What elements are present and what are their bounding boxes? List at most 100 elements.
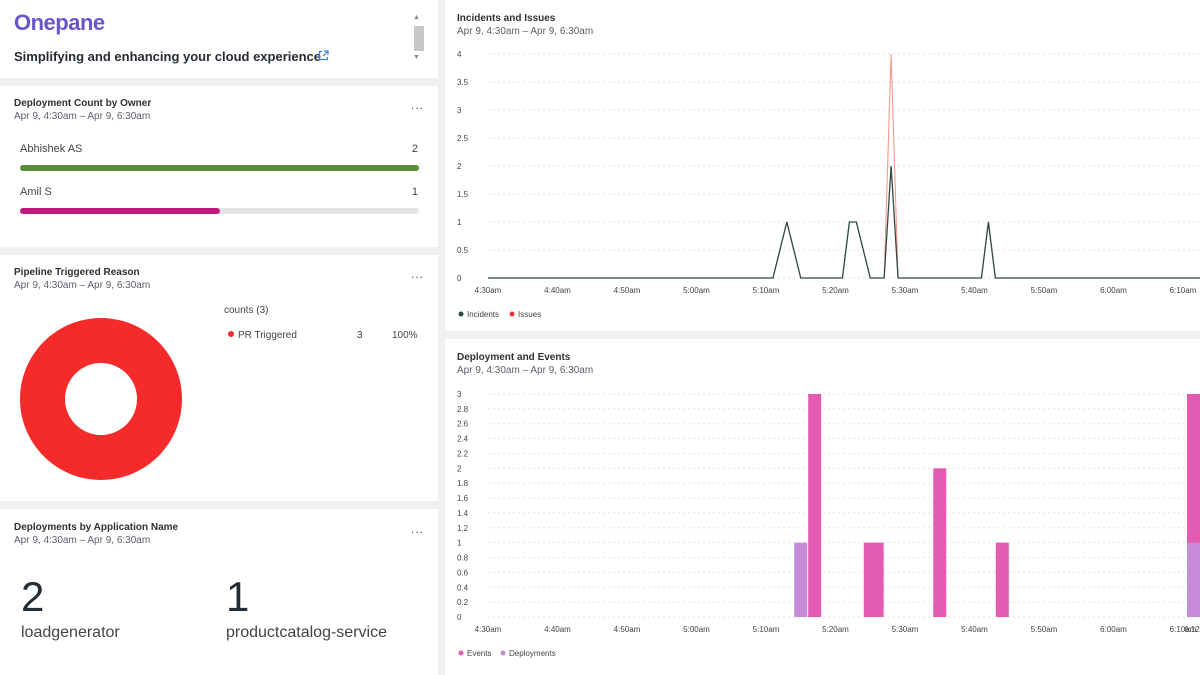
y-tick-label: 0.6 — [457, 568, 469, 577]
more-options-icon[interactable]: ... — [411, 98, 425, 112]
pipeline-reason-tile: Pipeline Triggered Reason Apr 9, 4:30am … — [0, 255, 438, 501]
legend-dot — [458, 311, 464, 317]
y-tick-label: 2.6 — [457, 420, 469, 429]
y-tick-label: 0 — [457, 274, 462, 283]
x-tick-label: 5:50am — [1031, 625, 1058, 634]
incidents-issues-line-chart: 0 0.5 1 1.5 2 2.5 3 3.5 4 4:30am 4:40am 4:50am 5:00a… — [457, 50, 1200, 319]
owner-bar-fill — [20, 208, 220, 214]
bar-events[interactable] — [995, 542, 1009, 617]
bar-deployments[interactable] — [1187, 542, 1200, 617]
y-tick-label: 0.4 — [457, 583, 469, 592]
x-tick-label: 5:10am — [753, 625, 780, 634]
owner-name: Abhishek AS — [20, 143, 83, 155]
y-tick-label: 2.2 — [457, 449, 469, 458]
y-tick-label: 1.5 — [457, 190, 469, 199]
tile-title: Deployment Count by Owner — [14, 98, 152, 109]
x-tick-label: 5:10am — [753, 286, 780, 295]
scrollbar-thumb[interactable] — [414, 26, 424, 51]
donut-slice-0[interactable] — [19, 318, 182, 480]
y-tick-label: 1 — [457, 539, 462, 548]
y-tick-label: 0.2 — [457, 598, 469, 607]
y-tick-label: 2 — [457, 464, 462, 473]
y-tick-label: 1.8 — [457, 479, 469, 488]
owner-bar-track — [20, 165, 419, 171]
y-tick-label: 4 — [457, 50, 462, 59]
y-tick-label: 0.5 — [457, 246, 469, 255]
y-tick-label: 3 — [457, 390, 462, 399]
x-tick-label: 4:50am — [614, 286, 641, 295]
legend-header: counts (3) — [224, 305, 269, 316]
scroll-up-arrow-icon[interactable]: ▲ — [413, 14, 420, 21]
x-tick-label: 6:12 — [1184, 625, 1200, 634]
y-tick-label: 0 — [457, 613, 462, 622]
legend-item-pr-triggered[interactable]: PR Triggered 3 100% — [228, 330, 418, 341]
y-tick-label: 3 — [457, 106, 462, 115]
y-tick-label: 1 — [457, 218, 462, 227]
bar-deployments[interactable] — [794, 542, 808, 617]
legend-label: PR Triggered — [238, 330, 297, 341]
x-tick-label: 6:10am — [1170, 286, 1197, 295]
incidents-issues-tile: Incidents and Issues Apr 9, 4:30am – Apr… — [445, 0, 1200, 331]
x-tick-label: 6:10am — [1170, 625, 1197, 634]
bar-events[interactable] — [808, 394, 822, 617]
x-tick-label: 5:40am — [961, 286, 988, 295]
x-tick-label: 5:20am — [822, 625, 849, 634]
owner-bar-track — [20, 208, 419, 214]
legend-dot — [509, 311, 515, 317]
y-tick-label: 2.8 — [457, 405, 469, 414]
legend-count: 3 — [357, 330, 363, 341]
x-tick-label: 5:00am — [683, 286, 710, 295]
owner-name: Amil S — [20, 186, 52, 198]
stat-value-productcatalog: 1 — [226, 573, 250, 620]
x-tick-label: 5:20am — [822, 286, 849, 295]
tile-time-range: Apr 9, 4:30am – Apr 9, 6:30am — [457, 26, 594, 37]
x-tick-label: 5:30am — [892, 625, 919, 634]
y-tick-label: 2.5 — [457, 134, 469, 143]
more-options-icon[interactable]: ... — [411, 522, 425, 536]
y-tick-label: 3.5 — [457, 78, 469, 87]
x-tick-label: 6:00am — [1100, 625, 1127, 634]
y-tick-label: 2 — [457, 162, 462, 171]
tile-time-range: Apr 9, 4:30am – Apr 9, 6:30am — [14, 535, 151, 546]
scroll-down-arrow-icon[interactable]: ▼ — [413, 54, 420, 61]
y-tick-label: 1.2 — [457, 524, 469, 533]
external-link-icon[interactable] — [318, 50, 329, 61]
stat-label-loadgenerator: loadgenerator — [21, 624, 120, 641]
owner-count: 1 — [411, 186, 418, 198]
bar-events[interactable] — [870, 542, 884, 617]
legend-label-incidents[interactable]: Incidents — [467, 310, 499, 319]
pipeline-donut-chart — [19, 318, 182, 480]
onepane-logo[interactable]: Onepane — [14, 10, 105, 35]
bar-events[interactable] — [933, 468, 947, 617]
tile-title: Incidents and Issues — [457, 13, 556, 24]
y-tick-label: 0.8 — [457, 554, 469, 563]
x-tick-label: 5:50am — [1031, 286, 1058, 295]
legend-label-deployments[interactable]: Deployments — [509, 649, 556, 658]
legend-label-issues[interactable]: Issues — [518, 310, 541, 319]
stat-value-loadgenerator: 2 — [21, 573, 45, 620]
legend-dot — [458, 650, 464, 656]
tile-time-range: Apr 9, 4:30am – Apr 9, 6:30am — [457, 365, 594, 376]
x-tick-label: 5:30am — [892, 286, 919, 295]
stat-label-productcatalog: productcatalog-service — [226, 624, 387, 641]
x-tick-label: 6:00am — [1100, 286, 1127, 295]
y-tick-label: 2.4 — [457, 435, 469, 444]
tile-title: Deployment and Events — [457, 352, 571, 363]
x-tick-label: 5:00am — [683, 625, 710, 634]
tile-time-range: Apr 9, 4:30am – Apr 9, 6:30am — [14, 111, 151, 122]
x-tick-label: 5:40am — [961, 625, 988, 634]
legend-percent: 100% — [392, 330, 418, 341]
legend-dot — [228, 331, 234, 337]
more-options-icon[interactable]: ... — [411, 267, 425, 281]
x-tick-label: 4:40am — [544, 286, 571, 295]
x-tick-label: 4:30am — [475, 286, 502, 295]
y-tick-label: 1.4 — [457, 509, 469, 518]
legend-dot — [500, 650, 506, 656]
deployment-events-bar-chart: 0 0.2 0.4 0.6 0.8 1 1.2 1.4 1.6 1.8 2 2.2 2.4 2.6 2.8 3… — [457, 390, 1200, 658]
legend-label-events[interactable]: Events — [467, 649, 491, 658]
series-line-incidents[interactable] — [488, 165, 1200, 279]
tagline: Simplifying and enhancing your cloud exp… — [14, 49, 322, 64]
x-tick-label: 4:40am — [544, 625, 571, 634]
tile-title: Pipeline Triggered Reason — [14, 267, 140, 278]
deployment-events-tile: Deployment and Events Apr 9, 4:30am – Ap… — [445, 339, 1200, 675]
